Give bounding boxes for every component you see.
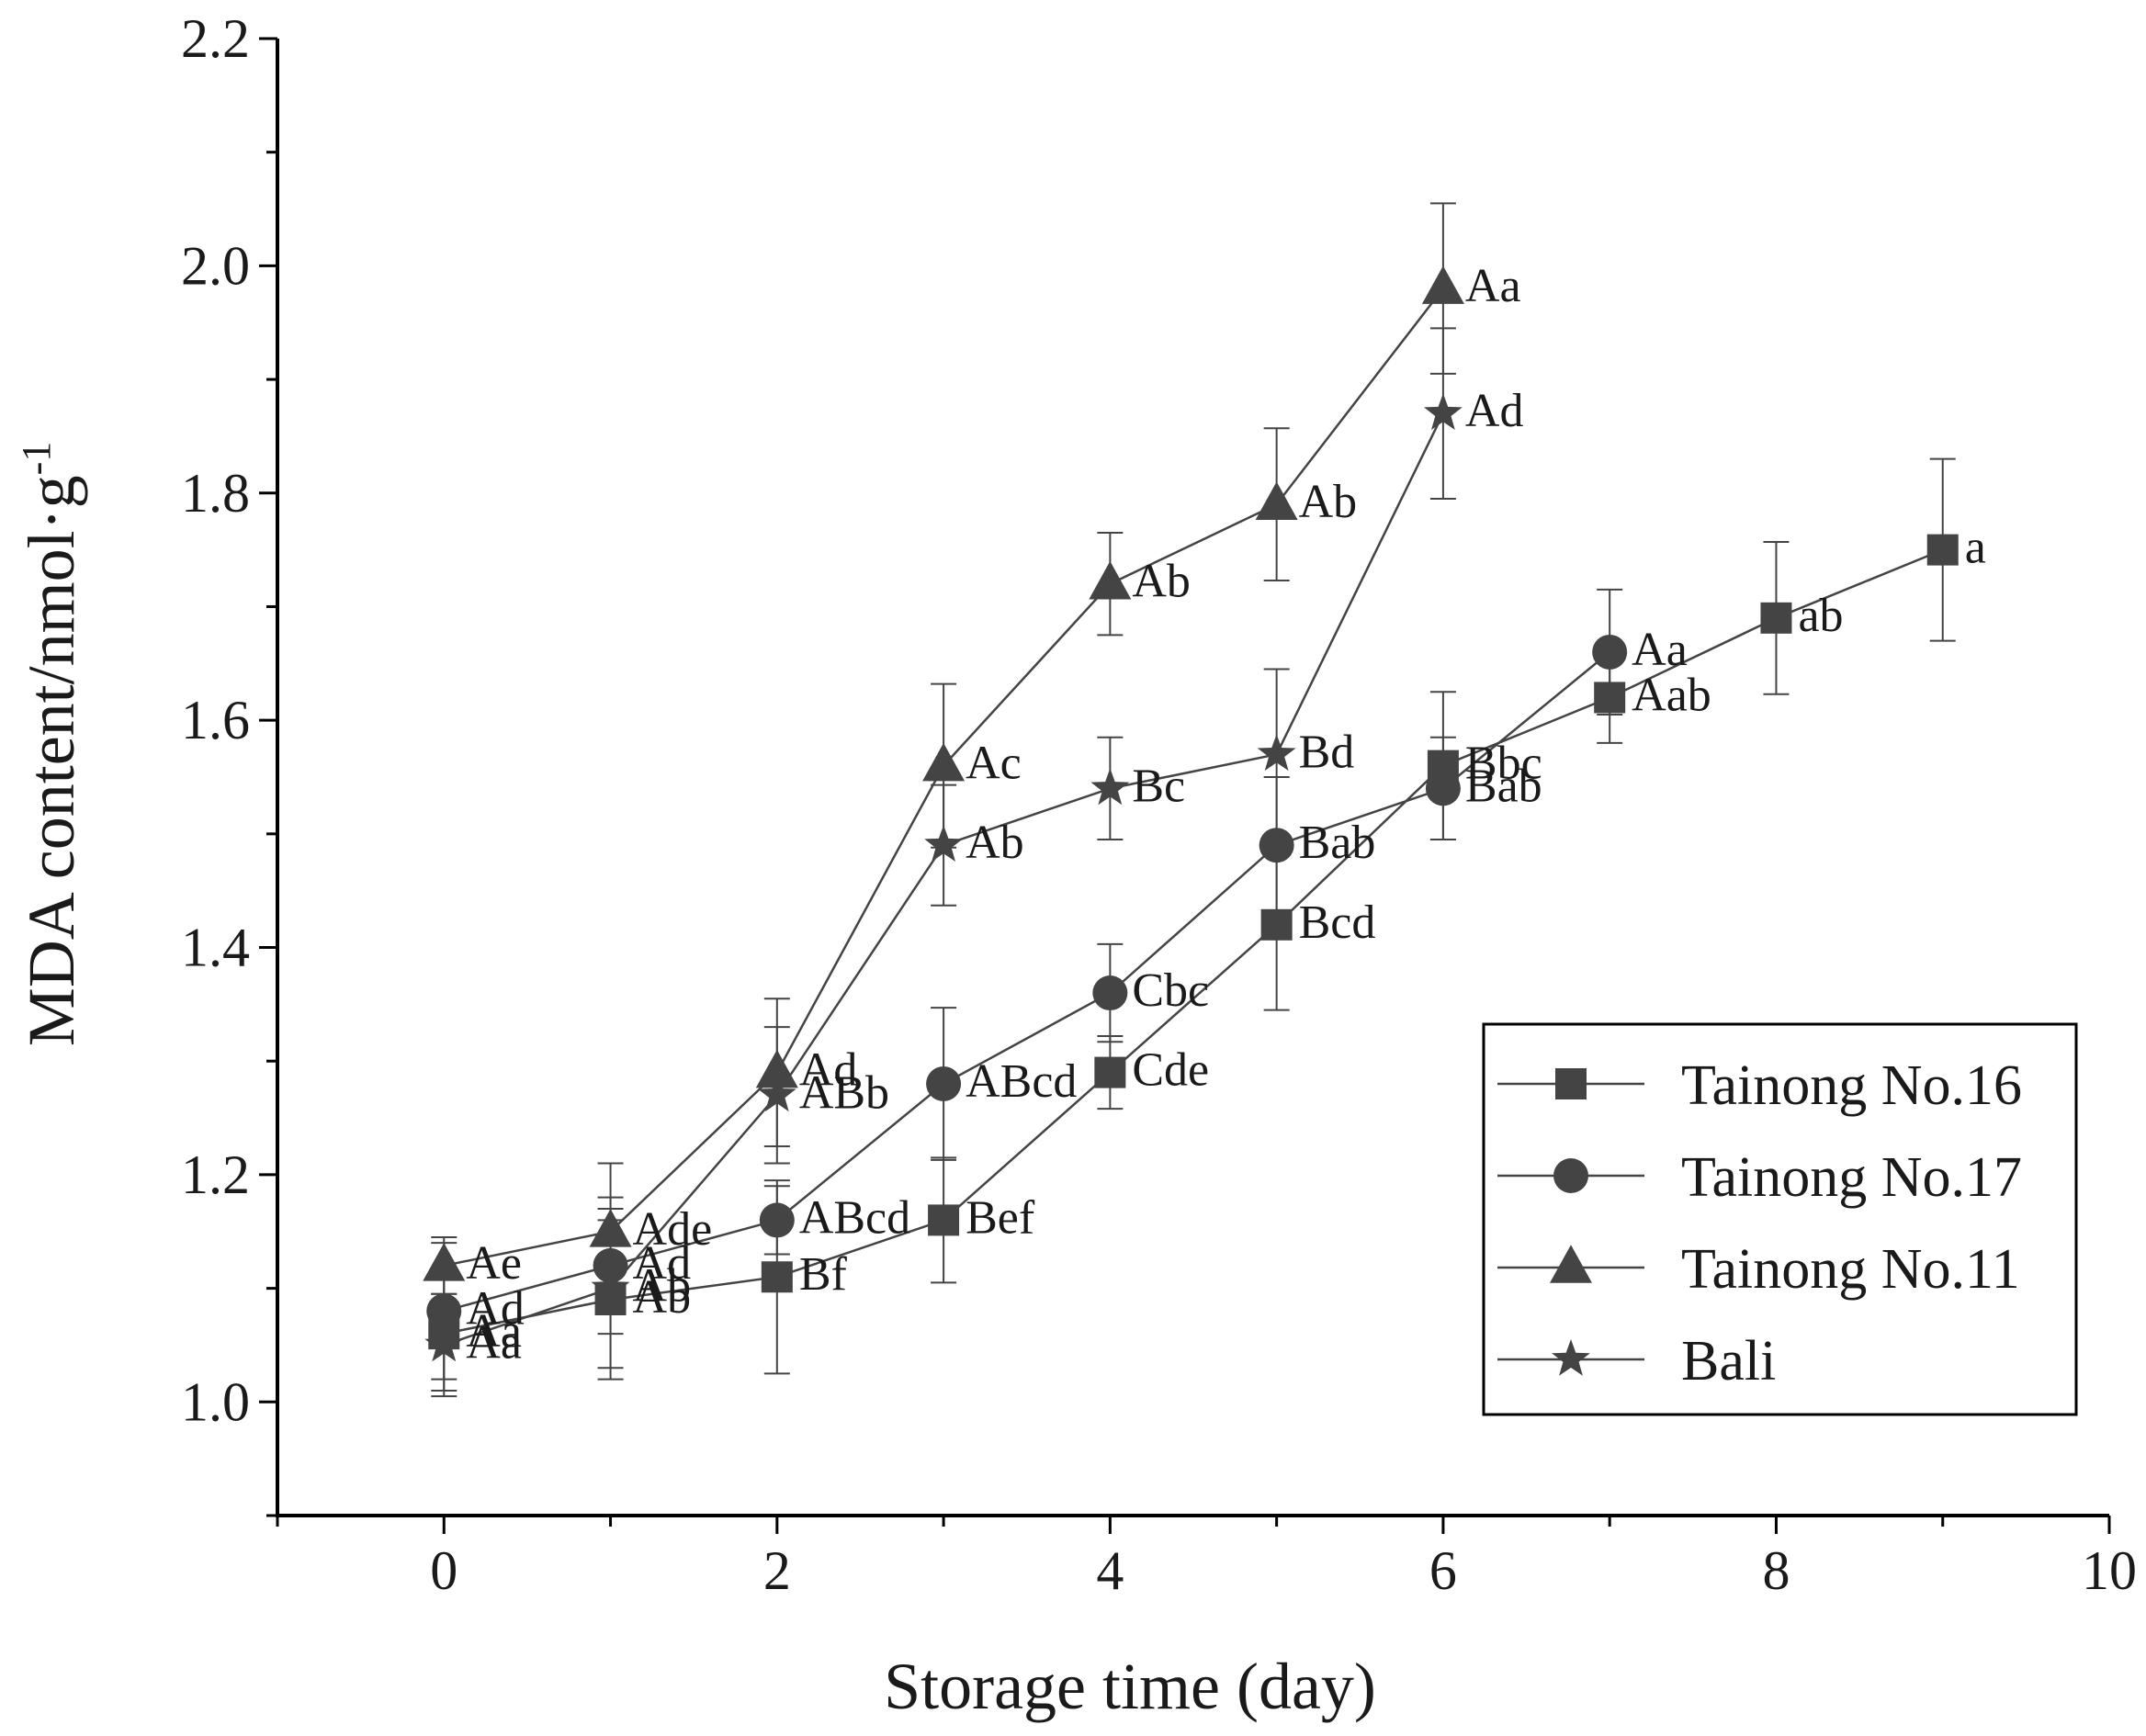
data-point-bali xyxy=(1257,734,1296,772)
y-axis-title: MDA content/nmol·g-1 xyxy=(14,442,88,1047)
legend-marker-tainong-no-11 xyxy=(1550,1245,1592,1283)
y-tick-label: 2.0 xyxy=(181,235,250,296)
data-point-tainong-no-17 xyxy=(426,1293,462,1329)
point-label-tainong-no-11: Aa xyxy=(1465,260,1521,312)
point-label-tainong-no-17: ABcd xyxy=(799,1191,910,1244)
series-line-tainong-no-16 xyxy=(444,548,1944,1336)
point-label-tainong-no-17: Aa xyxy=(1632,624,1688,676)
y-tick-label: 1.4 xyxy=(181,918,250,978)
data-point-bali xyxy=(1424,393,1463,430)
point-label-bali: Bc xyxy=(1132,760,1185,812)
point-label-tainong-no-16: Aab xyxy=(1632,669,1711,721)
y-tick-label: 1.6 xyxy=(181,690,250,750)
data-point-tainong-no-17 xyxy=(1425,771,1461,806)
data-point-tainong-no-16 xyxy=(1260,908,1293,941)
point-label-tainong-no-11: Ab xyxy=(1299,476,1358,528)
point-label-tainong-no-16: Aa xyxy=(466,1305,522,1358)
legend-marker-tainong-no-17 xyxy=(1553,1158,1588,1193)
point-label-tainong-no-11: Ae xyxy=(466,1237,522,1290)
point-label-bali: Bd xyxy=(1299,726,1355,778)
legend: Tainong No.16 Tainong No.17 Tainong No.11 B… xyxy=(1482,1022,2078,1416)
data-point-tainong-no-17 xyxy=(593,1247,628,1283)
data-point-tainong-no-16 xyxy=(928,1204,960,1236)
point-label-bali: Aa xyxy=(466,1316,522,1369)
point-label-tainong-no-17: Ad xyxy=(466,1282,525,1335)
data-point-bali xyxy=(757,1075,796,1112)
x-tick-label: 2 xyxy=(763,1540,791,1601)
legend-label-tainong-no-16: Tainong No.16 xyxy=(1681,1054,2022,1117)
y-axis-title-main: MDA content/nmol·g xyxy=(15,475,88,1046)
y-ticks: 1.0 1.2 1.4 1.6 1.8 2.0 2.2 xyxy=(181,8,277,1517)
x-tick-label: 6 xyxy=(1429,1540,1457,1601)
data-point-tainong-no-16 xyxy=(1760,602,1792,634)
data-point-tainong-no-11 xyxy=(755,1049,798,1088)
data-point-tainong-no-11 xyxy=(589,1208,632,1247)
legend-label-bali: Bali xyxy=(1681,1330,1776,1392)
legend-marker-tainong-no-16 xyxy=(1555,1068,1587,1099)
point-label-tainong-no-16: Cde xyxy=(1132,1044,1209,1097)
point-label-tainong-no-17: Cbc xyxy=(1132,964,1209,1017)
data-point-bali xyxy=(591,1268,630,1305)
data-point-tainong-no-11 xyxy=(922,742,966,782)
point-label-tainong-no-17: Bab xyxy=(1465,760,1542,812)
y-tick-label: 2.2 xyxy=(181,8,250,69)
x-tick-label: 10 xyxy=(2082,1540,2137,1601)
legend-label-tainong-no-17: Tainong No.17 xyxy=(1681,1146,2022,1209)
point-label-bali: ABb xyxy=(799,1066,889,1119)
x-axis-title: Storage time (day) xyxy=(884,1650,1376,1723)
point-label-tainong-no-11: Ac xyxy=(966,738,1022,790)
x-tick-label: 8 xyxy=(1762,1540,1790,1601)
y-tick-label: 1.2 xyxy=(181,1144,250,1205)
data-point-tainong-no-16 xyxy=(1594,682,1626,714)
data-point-tainong-no-11 xyxy=(1255,481,1298,520)
y-tick-label: 1.8 xyxy=(181,463,250,524)
point-label-tainong-no-16: Bef xyxy=(966,1191,1035,1244)
legend-label-tainong-no-11: Tainong No.11 xyxy=(1681,1238,2020,1301)
x-ticks: 0 2 4 6 8 10 xyxy=(276,1516,2137,1601)
data-point-tainong-no-17 xyxy=(1259,828,1294,863)
point-label-tainong-no-17: Bab xyxy=(1299,817,1376,869)
point-label-tainong-no-11: Ade xyxy=(633,1203,713,1256)
data-point-tainong-no-17 xyxy=(1592,634,1628,670)
significance-labels: Aa Ab Bf Bef Cde Bcd Bbc Aab ab a Ad Ad ABcd ABcd Cbc B… xyxy=(466,260,1986,1369)
data-point-tainong-no-17 xyxy=(759,1202,795,1238)
series-line-tainong-no-17 xyxy=(443,650,1610,1313)
data-markers xyxy=(423,265,1959,1362)
x-tick-label: 4 xyxy=(1096,1540,1124,1601)
data-point-tainong-no-11 xyxy=(423,1243,466,1281)
point-label-tainong-no-11: Ab xyxy=(1132,556,1191,608)
data-point-bali xyxy=(924,825,963,862)
data-point-tainong-no-17 xyxy=(1092,975,1128,1011)
point-label-tainong-no-11: Ad xyxy=(799,1044,858,1097)
data-point-tainong-no-11 xyxy=(1089,560,1132,600)
data-point-tainong-no-16 xyxy=(1926,534,1959,566)
data-point-bali xyxy=(1090,768,1130,806)
point-label-tainong-no-16: Bbc xyxy=(1465,738,1542,790)
point-label-tainong-no-16: a xyxy=(1965,522,1986,574)
point-label-tainong-no-16: ab xyxy=(1798,590,1843,642)
point-label-tainong-no-16: Ab xyxy=(633,1271,692,1324)
legend-marker-bali xyxy=(1552,1339,1590,1376)
point-label-tainong-no-17: ABcd xyxy=(966,1055,1077,1108)
point-label-tainong-no-17: Ad xyxy=(633,1237,692,1290)
point-label-bali: Ad xyxy=(1465,385,1524,437)
point-label-tainong-no-16: Bcd xyxy=(1299,896,1376,949)
point-label-bali: Ab xyxy=(633,1260,692,1313)
point-label-tainong-no-16: Bf xyxy=(799,1248,848,1301)
point-label-bali: Ab xyxy=(966,817,1024,869)
data-point-tainong-no-16 xyxy=(1094,1056,1126,1088)
y-tick-label: 1.0 xyxy=(181,1371,250,1432)
data-point-tainong-no-16 xyxy=(761,1261,793,1293)
data-point-bali xyxy=(424,1325,464,1362)
axes xyxy=(276,39,2109,1517)
x-tick-label: 0 xyxy=(430,1540,457,1601)
data-point-tainong-no-17 xyxy=(926,1065,962,1101)
y-axis-title-sup: -1 xyxy=(14,442,59,476)
svg-text:MDA content/nmol·g-1: MDA content/nmol·g-1 xyxy=(14,442,88,1047)
data-point-tainong-no-11 xyxy=(1421,265,1464,304)
